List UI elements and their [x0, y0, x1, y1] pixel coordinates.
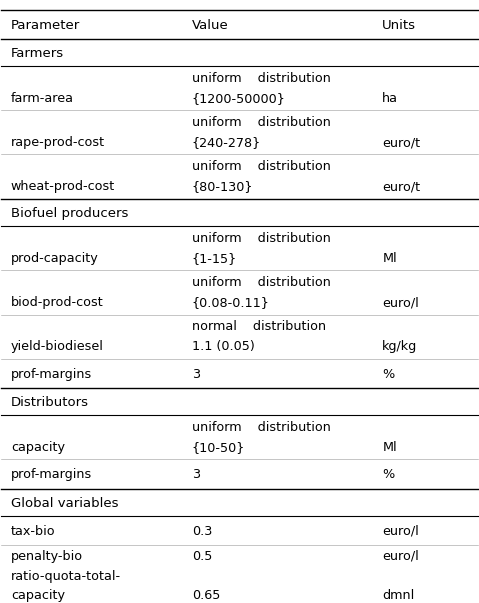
- Text: capacity: capacity: [11, 589, 65, 602]
- Text: 0.3: 0.3: [192, 525, 212, 537]
- Text: Ml: Ml: [382, 252, 397, 265]
- Text: uniform    distribution: uniform distribution: [192, 116, 331, 129]
- Text: uniform    distribution: uniform distribution: [192, 421, 331, 434]
- Text: ratio-quota-total-: ratio-quota-total-: [11, 570, 121, 582]
- Text: {240-278}: {240-278}: [192, 136, 261, 149]
- Text: 0.5: 0.5: [192, 550, 212, 563]
- Text: Distributors: Distributors: [11, 396, 89, 409]
- Text: yield-biodiesel: yield-biodiesel: [11, 341, 104, 353]
- Text: kg/kg: kg/kg: [382, 341, 418, 353]
- Text: dmnl: dmnl: [382, 589, 415, 602]
- Text: {10-50}: {10-50}: [192, 441, 245, 454]
- Text: normal    distribution: normal distribution: [192, 320, 326, 333]
- Text: {80-130}: {80-130}: [192, 180, 253, 194]
- Text: uniform    distribution: uniform distribution: [192, 72, 331, 84]
- Text: Biofuel producers: Biofuel producers: [11, 207, 128, 220]
- Text: Units: Units: [382, 19, 416, 32]
- Text: uniform    distribution: uniform distribution: [192, 232, 331, 245]
- Text: euro/l: euro/l: [382, 550, 419, 563]
- Text: ha: ha: [382, 92, 399, 105]
- Text: Ml: Ml: [382, 441, 397, 454]
- Text: {1200-50000}: {1200-50000}: [192, 92, 286, 105]
- Text: euro/l: euro/l: [382, 525, 419, 537]
- Text: capacity: capacity: [11, 441, 65, 454]
- Text: Farmers: Farmers: [11, 47, 64, 60]
- Text: wheat-prod-cost: wheat-prod-cost: [11, 180, 115, 194]
- Text: prof-margins: prof-margins: [11, 469, 92, 481]
- Text: euro/t: euro/t: [382, 180, 421, 194]
- Text: {0.08-0.11}: {0.08-0.11}: [192, 296, 270, 309]
- Text: penalty-bio: penalty-bio: [11, 550, 83, 563]
- Text: biod-prod-cost: biod-prod-cost: [11, 296, 103, 309]
- Text: euro/t: euro/t: [382, 136, 421, 149]
- Text: prof-margins: prof-margins: [11, 368, 92, 381]
- Text: 0.65: 0.65: [192, 589, 220, 602]
- Text: Parameter: Parameter: [11, 19, 80, 32]
- Text: farm-area: farm-area: [11, 92, 74, 105]
- Text: rape-prod-cost: rape-prod-cost: [11, 136, 105, 149]
- Text: euro/l: euro/l: [382, 296, 419, 309]
- Text: uniform    distribution: uniform distribution: [192, 276, 331, 289]
- Text: prod-capacity: prod-capacity: [11, 252, 99, 265]
- Text: {1-15}: {1-15}: [192, 252, 237, 265]
- Text: 3: 3: [192, 368, 200, 381]
- Text: %: %: [382, 469, 395, 481]
- Text: %: %: [382, 368, 395, 381]
- Text: Value: Value: [192, 19, 228, 32]
- Text: 1.1 (0.05): 1.1 (0.05): [192, 341, 255, 353]
- Text: Global variables: Global variables: [11, 497, 118, 510]
- Text: 3: 3: [192, 469, 200, 481]
- Text: tax-bio: tax-bio: [11, 525, 56, 537]
- Text: uniform    distribution: uniform distribution: [192, 160, 331, 173]
